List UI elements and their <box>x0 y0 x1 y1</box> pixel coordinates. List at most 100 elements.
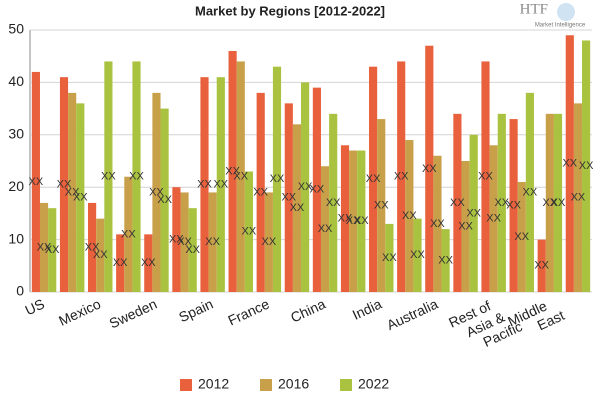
data-label: XX <box>281 192 296 204</box>
bar <box>272 66 282 293</box>
x-tick-label: France <box>225 295 271 328</box>
data-label: XX <box>494 197 509 209</box>
bar <box>385 223 394 292</box>
y-tick-label: 10 <box>8 230 24 246</box>
bar <box>425 45 434 292</box>
data-label: XX <box>318 223 333 235</box>
bar <box>453 113 462 292</box>
data-label: XX <box>205 236 220 248</box>
bar <box>172 187 181 292</box>
bar <box>397 61 406 292</box>
bar <box>582 40 591 293</box>
data-label: XX <box>177 236 192 248</box>
data-label: XX <box>326 197 341 209</box>
bar <box>481 61 490 292</box>
data-label: XX <box>141 257 156 269</box>
bar <box>88 202 97 292</box>
bar <box>104 61 113 292</box>
bar <box>565 35 574 293</box>
bar <box>413 218 422 292</box>
bar <box>349 150 358 292</box>
grid-layer <box>30 29 592 293</box>
y-tick-label: 30 <box>8 126 24 142</box>
bar <box>441 229 450 292</box>
bar <box>553 113 563 292</box>
data-label: XX <box>450 197 465 209</box>
data-label: XX <box>262 236 277 248</box>
bar <box>525 92 534 292</box>
y-tick-label: 0 <box>16 283 24 299</box>
data-label: XX <box>270 173 285 185</box>
bar <box>116 234 125 292</box>
bar <box>264 192 273 292</box>
data-label: XX <box>157 194 172 206</box>
bar <box>329 113 338 292</box>
bar <box>236 61 245 292</box>
data-label: XX <box>242 226 257 238</box>
data-label: XX <box>290 202 305 214</box>
data-label: XX <box>73 192 88 204</box>
logo-subtitle: Market Intelligence <box>535 23 586 29</box>
data-label: XX <box>534 260 549 272</box>
data-label: XX <box>366 173 381 185</box>
bar <box>208 192 217 292</box>
data-label: XX <box>514 231 529 243</box>
logo-title: HTF <box>520 1 548 17</box>
bar <box>216 77 225 292</box>
data-label: XX <box>253 186 268 198</box>
x-tick-label: China <box>288 295 328 325</box>
legend-label: 2022 <box>358 376 389 392</box>
y-tick-label: 20 <box>8 178 24 194</box>
bar <box>59 77 69 292</box>
x-tick-label: Australia <box>384 295 440 333</box>
bar <box>152 92 161 292</box>
data-label: XX <box>382 252 397 264</box>
data-label: XX <box>225 165 240 177</box>
data-label: XX <box>298 181 313 193</box>
data-label: XX <box>29 176 44 188</box>
data-label: XX <box>478 171 493 183</box>
bar <box>180 192 189 292</box>
data-label: XX <box>571 192 586 204</box>
x-tick-label: India <box>350 295 384 322</box>
data-label: XX <box>486 213 501 225</box>
bar <box>200 77 209 292</box>
bar <box>320 166 330 292</box>
bar <box>256 92 265 292</box>
bar <box>301 82 310 293</box>
data-label: XX <box>543 197 558 209</box>
data-label: XX <box>65 186 80 198</box>
data-label: XX <box>346 215 361 227</box>
bar <box>76 103 85 292</box>
bar <box>377 119 386 292</box>
bar <box>469 134 478 292</box>
bar <box>292 124 302 292</box>
data-label: XX <box>422 163 437 175</box>
legend-swatch <box>180 379 192 391</box>
data-label: XX <box>551 197 566 209</box>
y-tick-label: 50 <box>8 21 24 37</box>
bar <box>68 92 77 292</box>
bar <box>340 145 350 292</box>
data-label: XX <box>57 178 72 190</box>
data-label: XX <box>310 184 325 196</box>
bar <box>573 103 583 292</box>
data-label: XX <box>129 171 144 183</box>
bar <box>144 234 153 292</box>
bar <box>517 181 526 292</box>
bar <box>489 145 498 292</box>
legend-label: 2012 <box>198 376 229 392</box>
bar <box>405 140 414 292</box>
bar <box>31 71 40 292</box>
data-label: XX <box>185 244 200 256</box>
data-label: XX <box>338 213 353 225</box>
bar <box>244 171 253 292</box>
bar <box>497 113 506 292</box>
legend-swatch <box>260 379 272 391</box>
bar <box>160 108 169 292</box>
data-label: XX <box>213 178 228 190</box>
data-label: XX <box>402 210 417 222</box>
data-label: XX <box>410 249 425 261</box>
x-tick-label: Sweden <box>107 296 160 332</box>
